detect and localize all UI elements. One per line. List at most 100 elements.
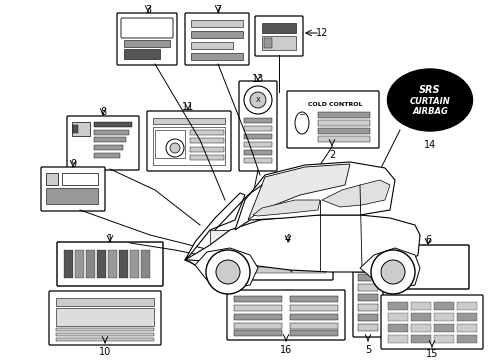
Bar (262, 36, 295, 50)
Text: 5: 5 (364, 345, 370, 355)
Bar (387, 302, 407, 310)
Circle shape (216, 260, 240, 284)
Bar (289, 314, 337, 320)
FancyBboxPatch shape (239, 81, 276, 171)
Bar (289, 305, 337, 311)
Bar (317, 120, 369, 126)
Bar (244, 126, 271, 131)
Bar (119, 250, 128, 278)
FancyBboxPatch shape (184, 13, 248, 65)
Bar (433, 335, 453, 343)
Text: SRS: SRS (418, 85, 440, 95)
Circle shape (165, 139, 183, 157)
Bar (289, 296, 337, 302)
Polygon shape (195, 248, 258, 288)
Bar (244, 150, 271, 155)
Polygon shape (359, 248, 419, 288)
Bar (56, 338, 154, 341)
Text: 12: 12 (315, 28, 327, 38)
Bar (357, 294, 377, 301)
Bar (73, 125, 78, 133)
Bar (209, 230, 235, 245)
FancyBboxPatch shape (57, 242, 163, 286)
Bar (264, 38, 271, 48)
Bar (317, 128, 369, 134)
Bar (234, 296, 282, 302)
Circle shape (380, 260, 404, 284)
FancyBboxPatch shape (226, 290, 345, 340)
Bar (124, 49, 160, 59)
Bar (456, 313, 476, 321)
Circle shape (370, 250, 414, 294)
Bar (94, 122, 132, 127)
Text: 9: 9 (70, 159, 76, 169)
Ellipse shape (386, 69, 471, 131)
Bar (357, 254, 377, 261)
Bar (97, 250, 106, 278)
Text: AIRBAG: AIRBAG (411, 108, 447, 117)
Polygon shape (235, 162, 394, 230)
Circle shape (244, 86, 271, 114)
Bar (56, 298, 154, 306)
Polygon shape (247, 164, 349, 220)
Bar (56, 308, 154, 326)
Bar (234, 305, 282, 311)
Bar (56, 333, 154, 336)
Bar (234, 330, 282, 336)
Text: 2: 2 (328, 150, 334, 160)
Bar (456, 324, 476, 332)
Text: 3: 3 (144, 5, 151, 15)
Bar (191, 20, 243, 27)
Bar (191, 42, 232, 49)
Bar (234, 323, 282, 329)
Bar (456, 335, 476, 343)
Bar (433, 313, 453, 321)
Circle shape (205, 250, 249, 294)
FancyBboxPatch shape (41, 167, 105, 211)
Text: 10: 10 (99, 347, 111, 357)
Polygon shape (184, 215, 419, 272)
Bar (94, 145, 123, 150)
FancyBboxPatch shape (382, 245, 468, 289)
Polygon shape (252, 200, 319, 216)
Bar (249, 267, 325, 273)
Bar (124, 40, 170, 47)
Text: 16: 16 (279, 345, 291, 355)
Bar (410, 324, 430, 332)
Bar (108, 250, 117, 278)
Bar (191, 31, 243, 38)
FancyBboxPatch shape (117, 13, 177, 65)
Bar (46, 188, 98, 204)
Text: 6: 6 (424, 235, 430, 245)
FancyBboxPatch shape (67, 116, 139, 170)
Bar (190, 130, 224, 135)
Bar (357, 314, 377, 321)
Bar (94, 137, 126, 142)
Bar (410, 302, 430, 310)
Bar (141, 250, 150, 278)
Bar (387, 335, 407, 343)
Circle shape (170, 143, 180, 153)
Bar (289, 330, 337, 336)
Ellipse shape (294, 112, 308, 134)
Text: 1: 1 (107, 234, 113, 244)
Text: X: X (255, 97, 260, 103)
Bar (191, 53, 243, 60)
Bar (155, 130, 184, 158)
Text: 13: 13 (251, 74, 264, 84)
FancyBboxPatch shape (243, 242, 332, 280)
Text: 11: 11 (182, 102, 194, 112)
Bar (244, 142, 271, 147)
Bar (410, 313, 430, 321)
Bar (244, 118, 271, 123)
Bar (357, 264, 377, 271)
Bar (317, 136, 369, 142)
Bar (410, 335, 430, 343)
Text: 8: 8 (100, 107, 106, 117)
FancyBboxPatch shape (49, 291, 161, 345)
Bar (456, 302, 476, 310)
Bar (234, 314, 282, 320)
Bar (94, 153, 120, 158)
Bar (357, 324, 377, 331)
Bar (262, 23, 295, 33)
